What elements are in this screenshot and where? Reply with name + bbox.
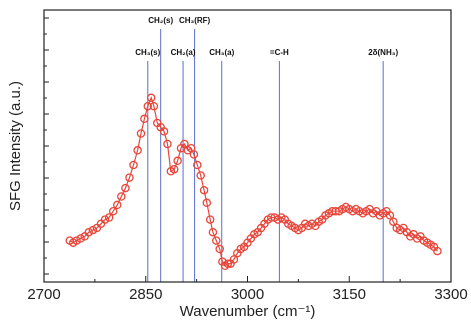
data-point — [143, 101, 153, 111]
data-point — [100, 215, 110, 224]
data-point — [218, 257, 227, 266]
data-point — [76, 234, 85, 243]
data-markers — [65, 93, 442, 271]
x-tick-label: 2700 — [27, 286, 60, 303]
reference-label: CH₂(s) — [148, 16, 173, 25]
reference-label: CH₃(s) — [135, 48, 160, 57]
reference-labels: CH₃(s) CH₂(s) CH₂(a) CH₃(RF) CH₃(a) =C-H 2δ(NH… — [135, 16, 398, 57]
data-point — [208, 227, 218, 237]
data-point — [199, 185, 209, 195]
data-point — [149, 101, 159, 111]
data-point — [385, 211, 395, 220]
data-point — [129, 160, 138, 170]
x-tick-label: 3150 — [333, 286, 366, 303]
data-point — [133, 146, 142, 155]
data-point — [223, 259, 233, 268]
data-point — [212, 236, 221, 245]
data-point — [202, 198, 212, 208]
data-point — [389, 217, 398, 226]
data-point — [229, 255, 239, 264]
data-point — [169, 164, 179, 174]
axes — [43, 9, 452, 283]
data-point — [159, 127, 169, 136]
reference-label: CH₃(RF) — [179, 16, 211, 25]
data-point — [88, 225, 98, 235]
reference-lines — [147, 29, 384, 282]
data-point — [108, 206, 118, 216]
data-point — [180, 139, 189, 149]
data-point — [84, 227, 94, 237]
data-point — [189, 150, 199, 159]
data-point — [205, 215, 215, 224]
reference-label: 2δ(NH₃) — [368, 48, 398, 57]
reference-label: =C-H — [270, 48, 289, 57]
data-point — [146, 93, 156, 103]
data-point — [163, 139, 172, 149]
data-point — [215, 244, 224, 254]
data-point — [193, 160, 202, 170]
data-point — [433, 246, 442, 256]
x-tick-label: 2850 — [129, 286, 162, 303]
x-axis-title: Wavenumber (cm⁻¹) — [180, 303, 316, 320]
data-point — [173, 156, 182, 166]
x-tick-label: 3000 — [231, 286, 264, 303]
data-point — [196, 171, 205, 180]
data-point — [72, 236, 81, 245]
x-tick-label: 3300 — [434, 286, 467, 303]
y-axis-title: SFG Intensity (a.u.) — [7, 81, 24, 211]
data-point — [104, 213, 114, 222]
data-point — [113, 200, 122, 210]
data-point — [125, 173, 134, 182]
reference-label: CH₃(a) — [209, 48, 234, 57]
data-point — [121, 183, 130, 193]
data-point — [117, 192, 126, 201]
data-point — [140, 114, 149, 124]
x-tick-labels: 2700 2850 3000 3150 3300 — [27, 286, 467, 303]
data-point — [136, 129, 146, 138]
reference-label: CH₂(a) — [171, 48, 196, 57]
